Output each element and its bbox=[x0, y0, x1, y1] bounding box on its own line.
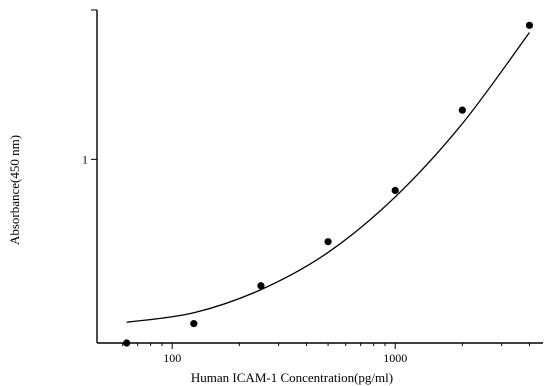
data-point bbox=[458, 106, 466, 114]
axes bbox=[96, 10, 543, 344]
ticks: 1 100 1000 bbox=[82, 9, 530, 365]
fit-curve bbox=[126, 32, 530, 323]
y-axis-title: Absorbance(450 nm) bbox=[7, 135, 22, 245]
data-point bbox=[257, 282, 265, 290]
data-point bbox=[190, 320, 198, 328]
x-tick-label: 1000 bbox=[383, 351, 407, 365]
x-axis-title: Human ICAM-1 Concentration(pg/ml) bbox=[191, 370, 393, 385]
fit-curve-layer bbox=[126, 32, 530, 323]
data-point bbox=[391, 186, 399, 195]
y-tick-label: 1 bbox=[82, 152, 88, 166]
data-point bbox=[324, 238, 332, 246]
x-tick-label: 100 bbox=[163, 351, 181, 365]
data-point bbox=[123, 339, 131, 347]
data-point bbox=[525, 21, 534, 29]
data-points bbox=[123, 21, 534, 347]
